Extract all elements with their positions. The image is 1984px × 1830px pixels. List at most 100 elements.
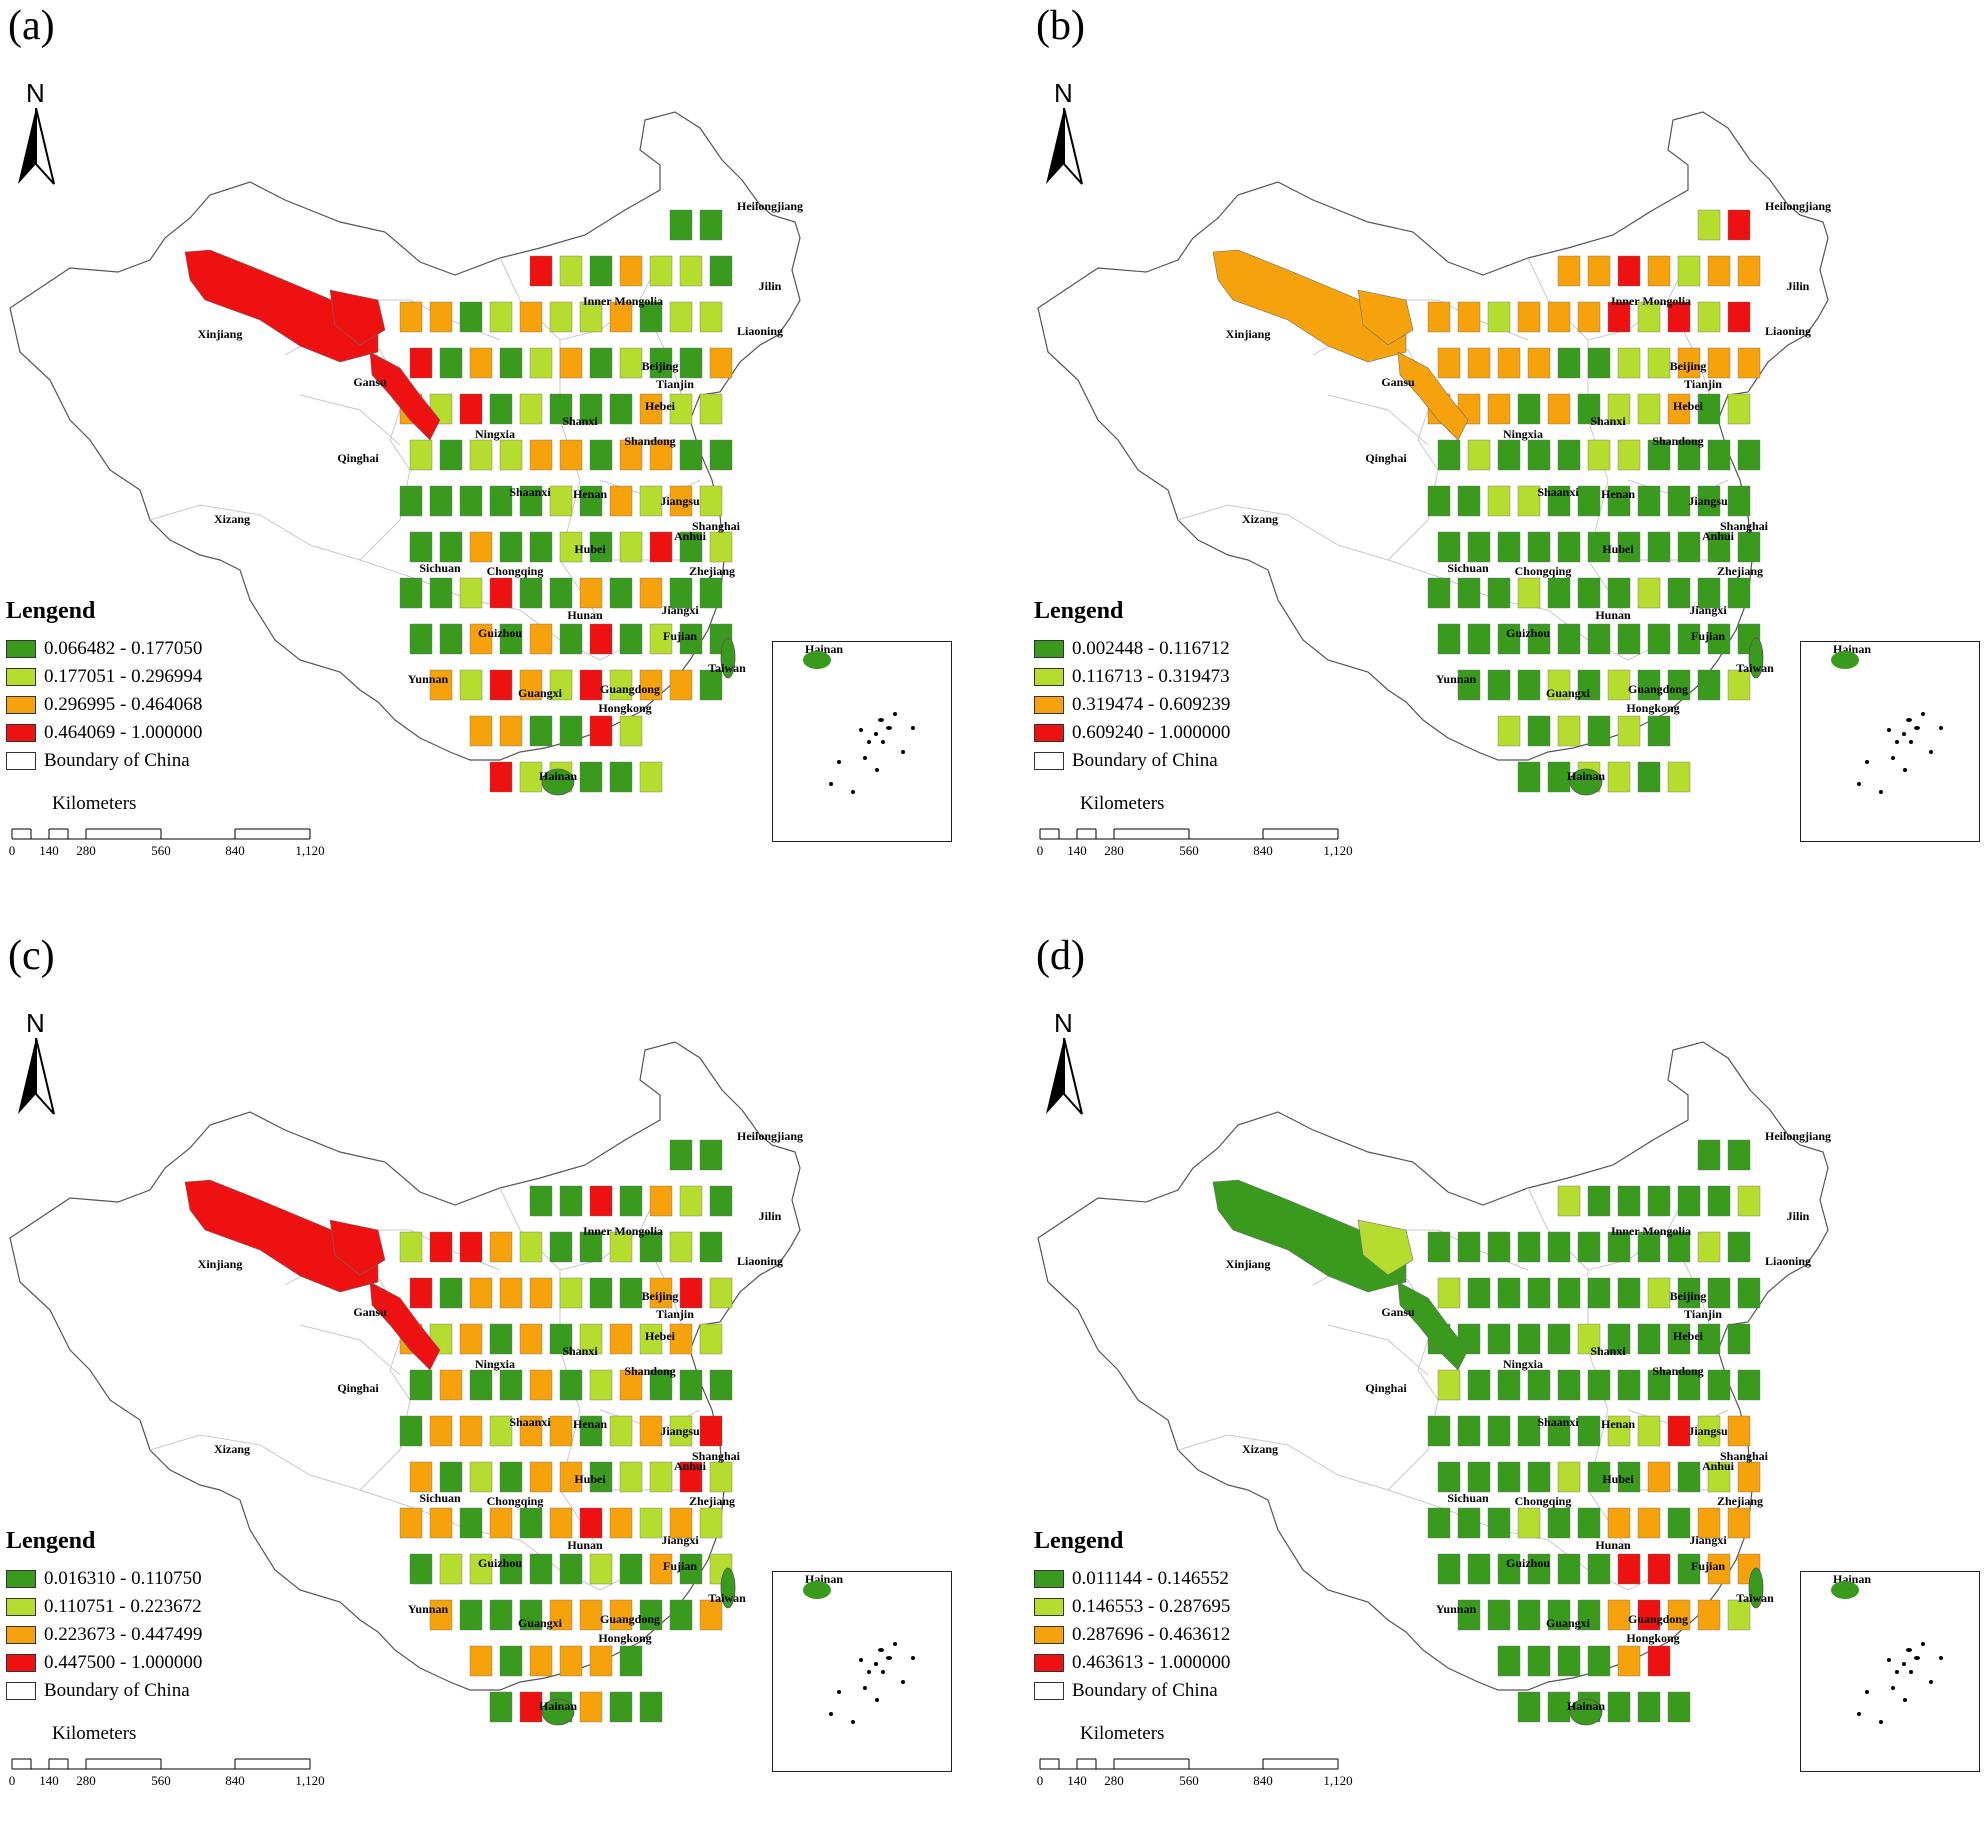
region-cell <box>1587 623 1611 655</box>
region-cell <box>1617 1461 1641 1493</box>
region-cell <box>609 1599 633 1631</box>
province-label: Heilongjiang <box>737 1129 803 1143</box>
region-cell <box>1647 1461 1671 1493</box>
province-boundary <box>149 1434 421 1511</box>
scale-tick-label: 560 <box>1179 1773 1199 1788</box>
province-label: Jilin <box>759 1209 782 1223</box>
region-cell <box>489 1231 513 1263</box>
region-cell <box>579 1231 603 1263</box>
region-cell <box>709 1461 733 1493</box>
region-cell <box>609 1415 633 1447</box>
region-cell <box>499 531 523 563</box>
region-cell <box>1547 1691 1571 1723</box>
region-cell <box>1637 1507 1661 1539</box>
region-cell <box>1667 1507 1691 1539</box>
region-cell <box>519 393 543 425</box>
province-label: Fujian <box>663 1559 697 1573</box>
region-cell <box>639 577 663 609</box>
region-cell <box>519 1231 543 1263</box>
region-cell <box>1737 1461 1761 1493</box>
province-boundary <box>1587 340 1629 621</box>
island <box>1921 1642 1925 1646</box>
province-label: Henan <box>1601 487 1635 501</box>
region-cell <box>1737 1185 1761 1217</box>
province-label: Yunnan <box>1436 1602 1477 1616</box>
region-layer <box>184 1139 733 1723</box>
region-cell <box>1707 347 1731 379</box>
province-label: Zhejiang <box>1717 1494 1763 1508</box>
region-cell <box>519 669 543 701</box>
region-cell <box>1637 1415 1661 1447</box>
map-panel-a: (a) N Heilongjiang Jilin Inner Mongolia Liaon… <box>0 0 992 900</box>
region-cell <box>1577 1507 1601 1539</box>
province-boundary <box>1177 1434 1449 1511</box>
region-cell <box>439 347 463 379</box>
region-cell <box>1677 1185 1701 1217</box>
legend-swatch <box>6 668 36 686</box>
legend-boundary-label: Boundary of China <box>1072 750 1218 771</box>
north-label: N <box>26 1008 45 1038</box>
province-boundary <box>149 504 421 581</box>
region-cell <box>1557 715 1581 747</box>
region-cell <box>559 255 583 287</box>
region-cell <box>399 301 423 333</box>
province-label: Guangdong <box>1628 1612 1688 1626</box>
region-cell <box>589 1277 613 1309</box>
province-label: Ningxia <box>475 1357 515 1371</box>
region-cell <box>1577 1599 1601 1631</box>
province-label: Shandong <box>624 1364 675 1378</box>
province-label: Tianjin <box>1684 1307 1722 1321</box>
legend-range-label: 0.016310 - 0.110750 <box>44 1568 202 1589</box>
region-cell <box>469 623 493 655</box>
province-label: Anhui <box>1702 1459 1735 1473</box>
region-cell <box>1427 1231 1451 1263</box>
region-cell <box>589 439 613 471</box>
scale-tick-label: 1,120 <box>1323 843 1353 858</box>
region-cell <box>1517 1323 1541 1355</box>
island <box>837 1690 841 1694</box>
island <box>874 732 878 736</box>
region-cell <box>409 531 433 563</box>
province-label: Gansu <box>1381 375 1415 389</box>
region-cell <box>589 715 613 747</box>
legend-range-label: 0.066482 - 0.177050 <box>44 638 203 659</box>
region-cell <box>1647 531 1671 563</box>
region-cell <box>669 1139 693 1171</box>
region-cell <box>639 1231 663 1263</box>
region-cell <box>519 577 543 609</box>
region-cell <box>1647 1369 1671 1401</box>
region-cell <box>1667 301 1691 333</box>
province-label: Xinjiang <box>1226 327 1271 341</box>
region-cell <box>439 531 463 563</box>
province-boundary <box>499 257 661 341</box>
region-cell <box>669 485 693 517</box>
region-cell <box>519 1323 543 1355</box>
region-cell <box>459 301 483 333</box>
province-label: Beijing <box>1670 1289 1707 1303</box>
province-label: Gansu <box>353 375 387 389</box>
region-cell <box>1487 1323 1511 1355</box>
province-label: Shaanxi <box>1537 1415 1579 1429</box>
island <box>851 1720 855 1724</box>
province-label: Hubei <box>1602 542 1634 556</box>
province-label: Qinghai <box>1365 1381 1407 1395</box>
legend-item: 0.296995 - 0.464068 <box>6 691 346 719</box>
legend-boundary-label: Boundary of China <box>44 1680 190 1701</box>
region-cell <box>699 393 723 425</box>
china-map: Heilongjiang Jilin Inner Mongolia Liaoning X… <box>9 1041 803 1726</box>
region-cell <box>1697 1599 1721 1631</box>
region-cell <box>489 1323 513 1355</box>
region-cell <box>1737 439 1761 471</box>
region-cell <box>1587 347 1611 379</box>
region-cell <box>429 1415 453 1447</box>
legend-range-label: 0.463613 - 1.000000 <box>1072 1652 1231 1673</box>
region-cell <box>1617 1553 1641 1585</box>
province-label: Hunan <box>567 608 603 622</box>
region-cell <box>579 1415 603 1447</box>
island <box>881 740 885 744</box>
province-label: Liaoning <box>737 324 783 338</box>
province-boundary <box>559 1270 601 1551</box>
region-cell <box>529 1553 553 1585</box>
island <box>803 651 831 669</box>
island <box>859 1658 863 1662</box>
